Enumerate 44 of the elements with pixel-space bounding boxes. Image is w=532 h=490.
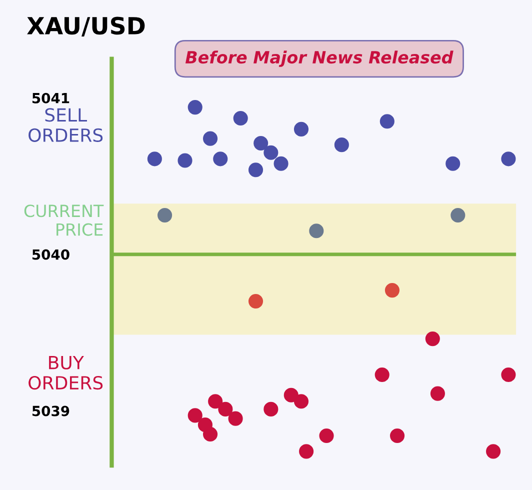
point [299,444,314,459]
chart-title: XAU/USD [27,16,145,36]
point [334,138,349,152]
point [501,367,516,382]
point [446,156,460,171]
y-tick-label: 5039 [32,406,70,416]
point [294,122,309,136]
point [390,428,405,444]
point [380,114,394,129]
y-tick-label: 5041 [32,92,70,104]
point [202,131,218,146]
point [284,388,298,402]
point [374,367,390,382]
point [178,153,192,168]
point [264,145,278,160]
point [294,394,309,409]
point [254,136,268,151]
point [264,402,278,416]
point [202,426,218,442]
point [319,428,334,444]
point [274,156,288,171]
point [430,386,445,401]
point [188,408,202,423]
point [208,394,223,409]
band-label: CURRENT PRICE [24,204,104,236]
text: SELL ORDERS [28,108,103,142]
point [233,110,248,126]
point [218,402,233,416]
text: BUY ORDERS [28,356,103,390]
point [309,224,324,238]
point [188,100,202,115]
point [248,294,264,309]
point [158,208,172,223]
point [248,162,264,178]
point [147,152,162,166]
annotation: Before Major News Released [185,50,454,67]
point [425,332,440,346]
y-tick-label: 5040 [32,249,70,260]
point [501,152,516,166]
point [228,411,243,426]
point [384,283,400,298]
point [486,444,501,459]
point [213,152,228,166]
point [450,208,466,223]
